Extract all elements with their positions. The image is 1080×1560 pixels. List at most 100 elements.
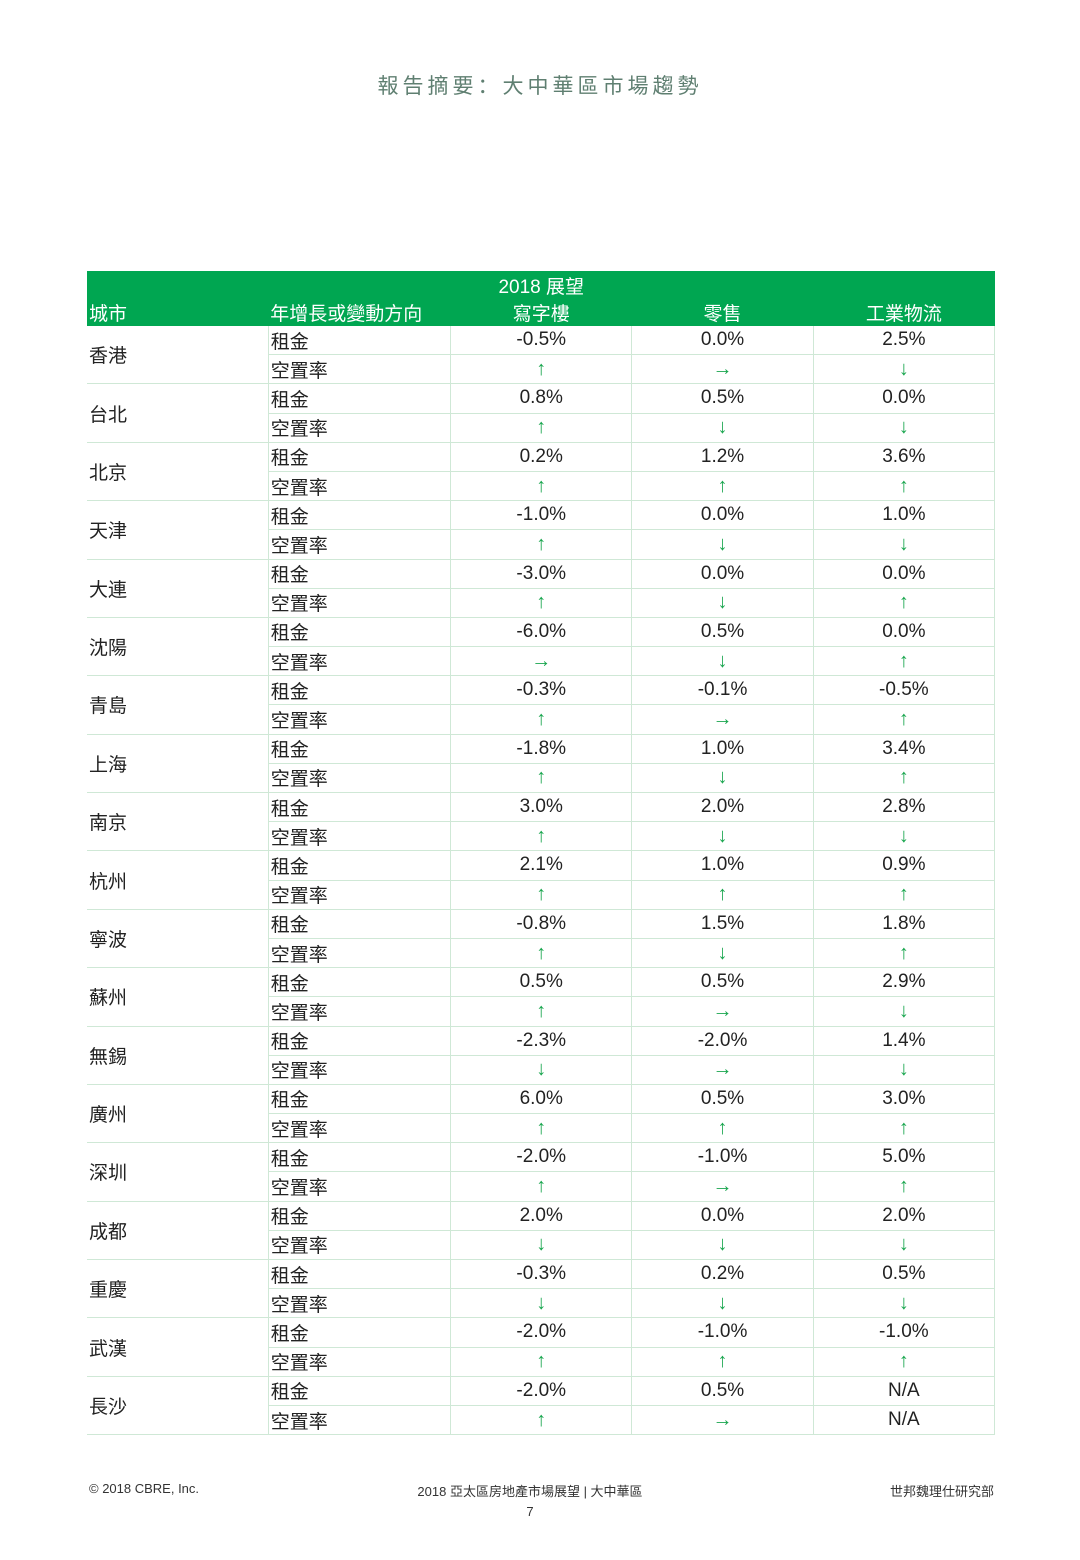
vacancy-retail-arrow-icon: ↑	[631, 1347, 814, 1377]
vacancy-office-arrow-icon: ↑	[450, 1113, 632, 1144]
rent-office-value: -6.0%	[450, 617, 632, 648]
rent-industrial-value: 2.5%	[812, 326, 996, 356]
table-row-vacancy: 空置率 ↑ ↓ ↑	[87, 588, 996, 618]
header-retail: 零售	[631, 299, 814, 326]
table-row-vacancy: 空置率 ↑ ↓ ↓	[87, 821, 996, 852]
table-row-vacancy: 空置率 ↑ → ↓	[87, 996, 996, 1027]
metric-label-rent: 租金	[267, 383, 451, 414]
vacancy-industrial-value: N/A	[812, 1405, 996, 1436]
rent-retail-value: 2.0%	[631, 792, 814, 823]
rent-industrial-value: -1.0%	[812, 1317, 996, 1348]
rent-office-value: 2.0%	[450, 1201, 632, 1231]
vacancy-office-arrow-icon: ↑	[450, 880, 632, 910]
rent-retail-value: 0.5%	[631, 1084, 814, 1115]
metric-label-rent: 租金	[267, 675, 451, 706]
metric-label-vacancy: 空置率	[267, 529, 451, 560]
rent-office-value: -2.3%	[450, 1026, 632, 1056]
vacancy-office-arrow-icon: ↑	[450, 354, 632, 385]
vacancy-industrial-arrow-icon: ↓	[812, 529, 996, 560]
vacancy-industrial-arrow-icon: ↑	[812, 1171, 996, 1202]
rent-office-value: 0.5%	[450, 967, 632, 998]
vacancy-office-arrow-icon: ↑	[450, 529, 632, 560]
vacancy-office-arrow-icon: ↑	[450, 471, 632, 502]
vacancy-office-arrow-icon: ↑	[450, 938, 632, 969]
rent-retail-value: 1.2%	[631, 442, 814, 472]
rent-office-value: -0.3%	[450, 1259, 632, 1290]
vacancy-industrial-arrow-icon: ↑	[812, 880, 996, 910]
table-row-vacancy: 空置率 ↑ ↑ ↑	[87, 1347, 996, 1377]
vacancy-industrial-arrow-icon: ↑	[812, 938, 996, 969]
rent-retail-value: -1.0%	[631, 1142, 814, 1173]
header-year: 2018 展望	[450, 271, 632, 299]
vacancy-office-arrow-icon: ↑	[450, 996, 632, 1027]
vacancy-retail-arrow-icon: ↑	[631, 1113, 814, 1144]
rent-industrial-value: 0.9%	[812, 850, 996, 881]
rent-retail-value: 0.5%	[631, 383, 814, 414]
rent-industrial-value: 0.5%	[812, 1259, 996, 1290]
vacancy-office-arrow-icon: →	[450, 646, 632, 677]
vacancy-industrial-arrow-icon: ↑	[812, 471, 996, 502]
table-row-vacancy: 空置率 ↑ → N/A	[87, 1405, 996, 1436]
vacancy-industrial-arrow-icon: ↑	[812, 646, 996, 677]
rent-industrial-value: 0.0%	[812, 383, 996, 414]
vacancy-retail-arrow-icon: →	[631, 1171, 814, 1202]
metric-label-vacancy: 空置率	[267, 646, 451, 677]
rent-retail-value: 0.5%	[631, 967, 814, 998]
vacancy-retail-arrow-icon: ↑	[631, 880, 814, 910]
vacancy-retail-arrow-icon: ↓	[631, 413, 814, 443]
metric-label-vacancy: 空置率	[267, 1171, 451, 1202]
city-name: 香港	[87, 326, 269, 385]
rent-office-value: 2.1%	[450, 850, 632, 881]
metric-label-vacancy: 空置率	[267, 413, 451, 443]
metric-label-vacancy: 空置率	[267, 938, 451, 969]
metric-label-rent: 租金	[267, 1376, 451, 1406]
metric-label-rent: 租金	[267, 442, 451, 472]
footer-title: 2018 亞太區房地產市場展望 | 大中華區	[417, 1484, 643, 1499]
vacancy-industrial-arrow-icon: ↑	[812, 1113, 996, 1144]
vacancy-industrial-arrow-icon: ↓	[812, 1288, 996, 1319]
rent-office-value: 0.2%	[450, 442, 632, 472]
metric-label-rent: 租金	[267, 967, 451, 998]
metric-label-vacancy: 空置率	[267, 763, 451, 794]
rent-office-value: -2.0%	[450, 1376, 632, 1406]
rent-office-value: -0.5%	[450, 326, 632, 356]
table-row-rent: 上海 租金 -1.8% 1.0% 3.4%	[87, 734, 996, 794]
vacancy-industrial-arrow-icon: ↓	[812, 1055, 996, 1085]
vacancy-retail-arrow-icon: ↓	[631, 938, 814, 969]
rent-retail-value: 0.0%	[631, 559, 814, 589]
city-name: 青島	[87, 675, 269, 735]
table-row-vacancy: 空置率 ↑ ↑ ↑	[87, 880, 996, 910]
table-row-rent: 北京 租金 0.2% 1.2% 3.6%	[87, 442, 996, 502]
metric-label-vacancy: 空置率	[267, 1288, 451, 1319]
rent-retail-value: -0.1%	[631, 675, 814, 706]
metric-label-vacancy: 空置率	[267, 704, 451, 735]
table-row-vacancy: 空置率 ↑ ↓ ↑	[87, 938, 996, 969]
vacancy-retail-arrow-icon: ↓	[631, 529, 814, 560]
vacancy-industrial-arrow-icon: ↑	[812, 763, 996, 794]
metric-label-rent: 租金	[267, 734, 451, 764]
table-row-vacancy: 空置率 ↓ → ↓	[87, 1055, 996, 1085]
rent-office-value: 3.0%	[450, 792, 632, 823]
vacancy-office-arrow-icon: ↑	[450, 1405, 632, 1436]
vacancy-retail-arrow-icon: →	[631, 704, 814, 735]
city-name: 沈陽	[87, 617, 269, 677]
metric-label-rent: 租金	[267, 1317, 451, 1348]
rent-industrial-value: 2.9%	[812, 967, 996, 998]
table-row-rent: 深圳 租金 -2.0% -1.0% 5.0%	[87, 1142, 996, 1202]
vacancy-retail-arrow-icon: ↓	[631, 1288, 814, 1319]
metric-label-vacancy: 空置率	[267, 354, 451, 385]
metric-label-rent: 租金	[267, 792, 451, 823]
vacancy-office-arrow-icon: ↓	[450, 1055, 632, 1085]
metric-label-vacancy: 空置率	[267, 1230, 451, 1261]
rent-office-value: -0.3%	[450, 675, 632, 706]
metric-label-vacancy: 空置率	[267, 471, 451, 502]
city-name: 杭州	[87, 850, 269, 910]
vacancy-retail-arrow-icon: ↓	[631, 821, 814, 852]
city-name: 台北	[87, 383, 269, 443]
vacancy-industrial-arrow-icon: ↓	[812, 821, 996, 852]
table-row-rent: 重慶 租金 -0.3% 0.2% 0.5%	[87, 1259, 996, 1319]
city-name: 大連	[87, 559, 269, 618]
city-name: 重慶	[87, 1259, 269, 1319]
city-name: 無錫	[87, 1026, 269, 1085]
rent-industrial-value: 1.8%	[812, 909, 996, 939]
